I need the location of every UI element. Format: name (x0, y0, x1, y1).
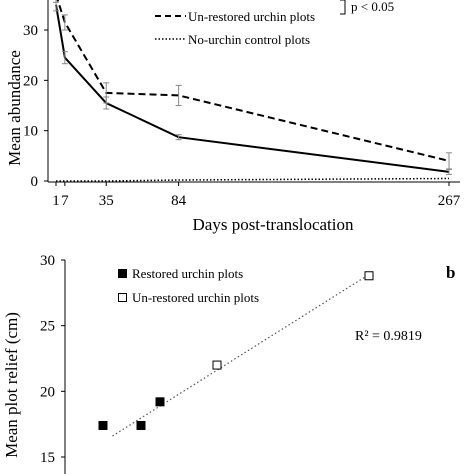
legend-label-restored: Restored urchin plots (132, 266, 243, 281)
significance-bracket (340, 0, 346, 15)
legend-label-unrestored: Un-restored urchin plots (188, 9, 315, 24)
trendline (112, 273, 370, 437)
series-lines (55, 0, 450, 182)
y-ticks: 15 20 25 30 (40, 253, 65, 466)
abundance-line-chart: 0 10 20 30 1 7 35 84 267 Mean abundance Days po… (5, 0, 461, 234)
legend-label-control: No-urchin control plots (188, 32, 310, 47)
series-line-2 (56, 177, 450, 182)
y-tick-label: 0 (31, 174, 39, 190)
error-bars (53, 0, 452, 175)
series-line-1 (56, 0, 450, 162)
y-tick-label: 30 (40, 253, 55, 269)
y-axis-title: Mean abundance (5, 50, 24, 166)
panel-label: b (446, 263, 455, 282)
legend-open-square (118, 293, 127, 302)
restored-point (136, 420, 146, 430)
y-tick-label: 20 (40, 384, 55, 400)
significance-label: p < 0.05 (351, 0, 394, 14)
legend: Un-restored urchin plots No-urchin contr… (155, 0, 394, 47)
x-tick-label: 1 (52, 193, 60, 209)
y-axis-title: Mean plot relief (cm) (2, 312, 21, 458)
unrestored-point (212, 360, 222, 370)
y-ticks: 0 10 20 30 (23, 23, 48, 190)
legend: Restored urchin plots Un-restored urchin… (118, 266, 259, 305)
y-tick-label: 15 (40, 450, 55, 466)
r-squared-label: R² = 0.9819 (355, 329, 422, 344)
y-tick-label: 25 (40, 319, 55, 335)
restored-point (155, 397, 165, 407)
y-tick-label: 20 (23, 73, 38, 89)
legend-label-unrestored: Un-restored urchin plots (132, 290, 259, 305)
x-tick-label: 267 (438, 193, 461, 209)
x-tick-label: 35 (99, 193, 114, 209)
restored-point (98, 420, 108, 430)
data-points (98, 271, 374, 430)
y-tick-label: 30 (23, 23, 38, 39)
x-tick-label: 7 (61, 193, 69, 209)
legend-filled-square (118, 269, 127, 278)
x-ticks: 1 7 35 84 267 (52, 182, 461, 209)
y-tick-label: 10 (23, 124, 38, 140)
x-axis-title: Days post-translocation (193, 215, 354, 234)
unrestored-point (364, 271, 374, 281)
x-tick-label: 84 (171, 193, 187, 209)
